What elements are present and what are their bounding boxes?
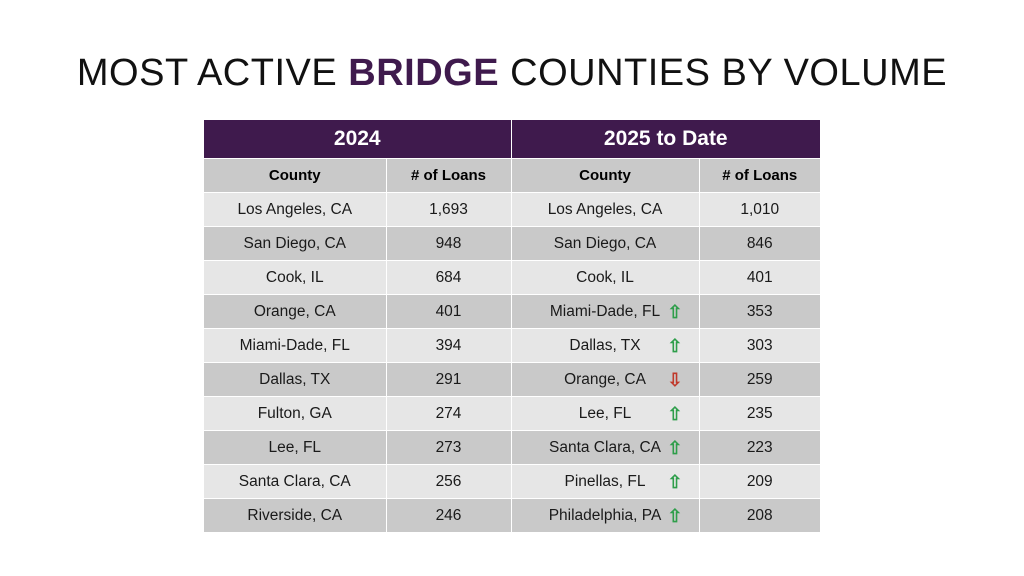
col-loans-2025: # of Loans — [699, 158, 821, 193]
up-arrow-icon: ⇧ — [667, 437, 683, 458]
county-2025-label: Santa Clara, CA — [549, 438, 661, 456]
loans-2025-cell: 208 — [699, 498, 821, 532]
table-row: San Diego, CA 948 San Diego, CA 846 — [204, 226, 821, 261]
page-title: MOST ACTIVE BRIDGE COUNTIES BY VOLUME — [0, 52, 1024, 95]
county-2025-cell: Los Angeles, CA — [511, 192, 700, 227]
county-2024-cell: Fulton, GA — [204, 396, 387, 431]
table-row: Riverside, CA 246 Philadelphia, PA ⇧ 208 — [204, 498, 821, 532]
loans-2024-cell: 948 — [386, 226, 512, 261]
county-2025-label: Los Angeles, CA — [547, 200, 663, 218]
loans-2024-cell: 394 — [386, 328, 512, 363]
table-row: Los Angeles, CA 1,693 Los Angeles, CA 1,010 — [204, 192, 821, 227]
table-row: Orange, CA 401 Miami-Dade, FL ⇧ 353 — [204, 294, 821, 329]
year-2025-header: 2025 to Date — [511, 120, 821, 159]
county-2025-label: Cook, IL — [576, 268, 634, 286]
county-2025-cell: Cook, IL — [511, 260, 700, 295]
county-2025-label: Lee, FL — [578, 404, 632, 422]
counties-table: 2024 2025 to Date County # of Loans Coun… — [204, 120, 821, 532]
down-arrow-icon: ⇩ — [667, 369, 683, 390]
up-arrow-icon: ⇧ — [667, 335, 683, 356]
table-row: Lee, FL 273 Santa Clara, CA ⇧ 223 — [204, 430, 821, 465]
column-header-row: County # of Loans County # of Loans — [204, 158, 821, 193]
title-highlight: BRIDGE — [348, 52, 500, 94]
up-arrow-icon: ⇧ — [667, 471, 683, 492]
loans-2024-cell: 274 — [386, 396, 512, 431]
county-2025-label: Pinellas, FL — [564, 472, 646, 490]
col-county-2025: County — [511, 158, 700, 193]
table-row: Miami-Dade, FL 394 Dallas, TX ⇧ 303 — [204, 328, 821, 363]
loans-2025-cell: 223 — [699, 430, 821, 465]
table-row: Cook, IL 684 Cook, IL 401 — [204, 260, 821, 295]
loans-2024-cell: 291 — [386, 362, 512, 397]
table-row: Fulton, GA 274 Lee, FL ⇧ 235 — [204, 396, 821, 431]
county-2024-cell: San Diego, CA — [204, 226, 387, 261]
loans-2024-cell: 273 — [386, 430, 512, 465]
loans-2025-cell: 209 — [699, 464, 821, 499]
loans-2025-cell: 259 — [699, 362, 821, 397]
loans-2025-cell: 303 — [699, 328, 821, 363]
loans-2024-cell: 684 — [386, 260, 512, 295]
year-header-row: 2024 2025 to Date — [204, 120, 821, 159]
up-arrow-icon: ⇧ — [667, 403, 683, 424]
county-2025-cell: Philadelphia, PA ⇧ — [511, 498, 700, 532]
county-2025-cell: Orange, CA ⇩ — [511, 362, 700, 397]
loans-2025-cell: 235 — [699, 396, 821, 431]
county-2024-cell: Orange, CA — [204, 294, 387, 329]
county-2025-cell: San Diego, CA — [511, 226, 700, 261]
county-2025-label: Philadelphia, PA — [548, 506, 662, 524]
county-2025-cell: Miami-Dade, FL ⇧ — [511, 294, 700, 329]
table-row: Dallas, TX 291 Orange, CA ⇩ 259 — [204, 362, 821, 397]
county-2025-label: San Diego, CA — [553, 234, 657, 252]
table-body: Los Angeles, CA 1,693 Los Angeles, CA 1,010… — [204, 192, 821, 532]
county-2025-cell: Santa Clara, CA ⇧ — [511, 430, 700, 465]
col-loans-2024: # of Loans — [386, 158, 512, 193]
year-2024-header: 2024 — [204, 120, 512, 159]
county-2024-cell: Dallas, TX — [204, 362, 387, 397]
up-arrow-icon: ⇧ — [667, 301, 683, 322]
county-2025-label: Orange, CA — [564, 370, 646, 388]
loans-2024-cell: 1,693 — [386, 192, 512, 227]
table-row: Santa Clara, CA 256 Pinellas, FL ⇧ 209 — [204, 464, 821, 499]
loans-2025-cell: 846 — [699, 226, 821, 261]
county-2025-cell: Pinellas, FL ⇧ — [511, 464, 700, 499]
county-2024-cell: Lee, FL — [204, 430, 387, 465]
county-2025-label: Miami-Dade, FL — [549, 302, 661, 320]
loans-2024-cell: 256 — [386, 464, 512, 499]
col-county-2024: County — [204, 158, 387, 193]
county-2025-cell: Dallas, TX ⇧ — [511, 328, 700, 363]
county-2024-cell: Los Angeles, CA — [204, 192, 387, 227]
up-arrow-icon: ⇧ — [667, 505, 683, 526]
title-suffix: COUNTIES BY VOLUME — [499, 52, 948, 94]
loans-2025-cell: 1,010 — [699, 192, 821, 227]
county-2024-cell: Riverside, CA — [204, 498, 387, 532]
loans-2024-cell: 246 — [386, 498, 512, 532]
county-2025-cell: Lee, FL ⇧ — [511, 396, 700, 431]
loans-2025-cell: 353 — [699, 294, 821, 329]
county-2024-cell: Miami-Dade, FL — [204, 328, 387, 363]
loans-2025-cell: 401 — [699, 260, 821, 295]
title-prefix: MOST ACTIVE — [76, 52, 349, 94]
county-2025-label: Dallas, TX — [569, 336, 641, 354]
loans-2024-cell: 401 — [386, 294, 512, 329]
county-2024-cell: Santa Clara, CA — [204, 464, 387, 499]
county-2024-cell: Cook, IL — [204, 260, 387, 295]
